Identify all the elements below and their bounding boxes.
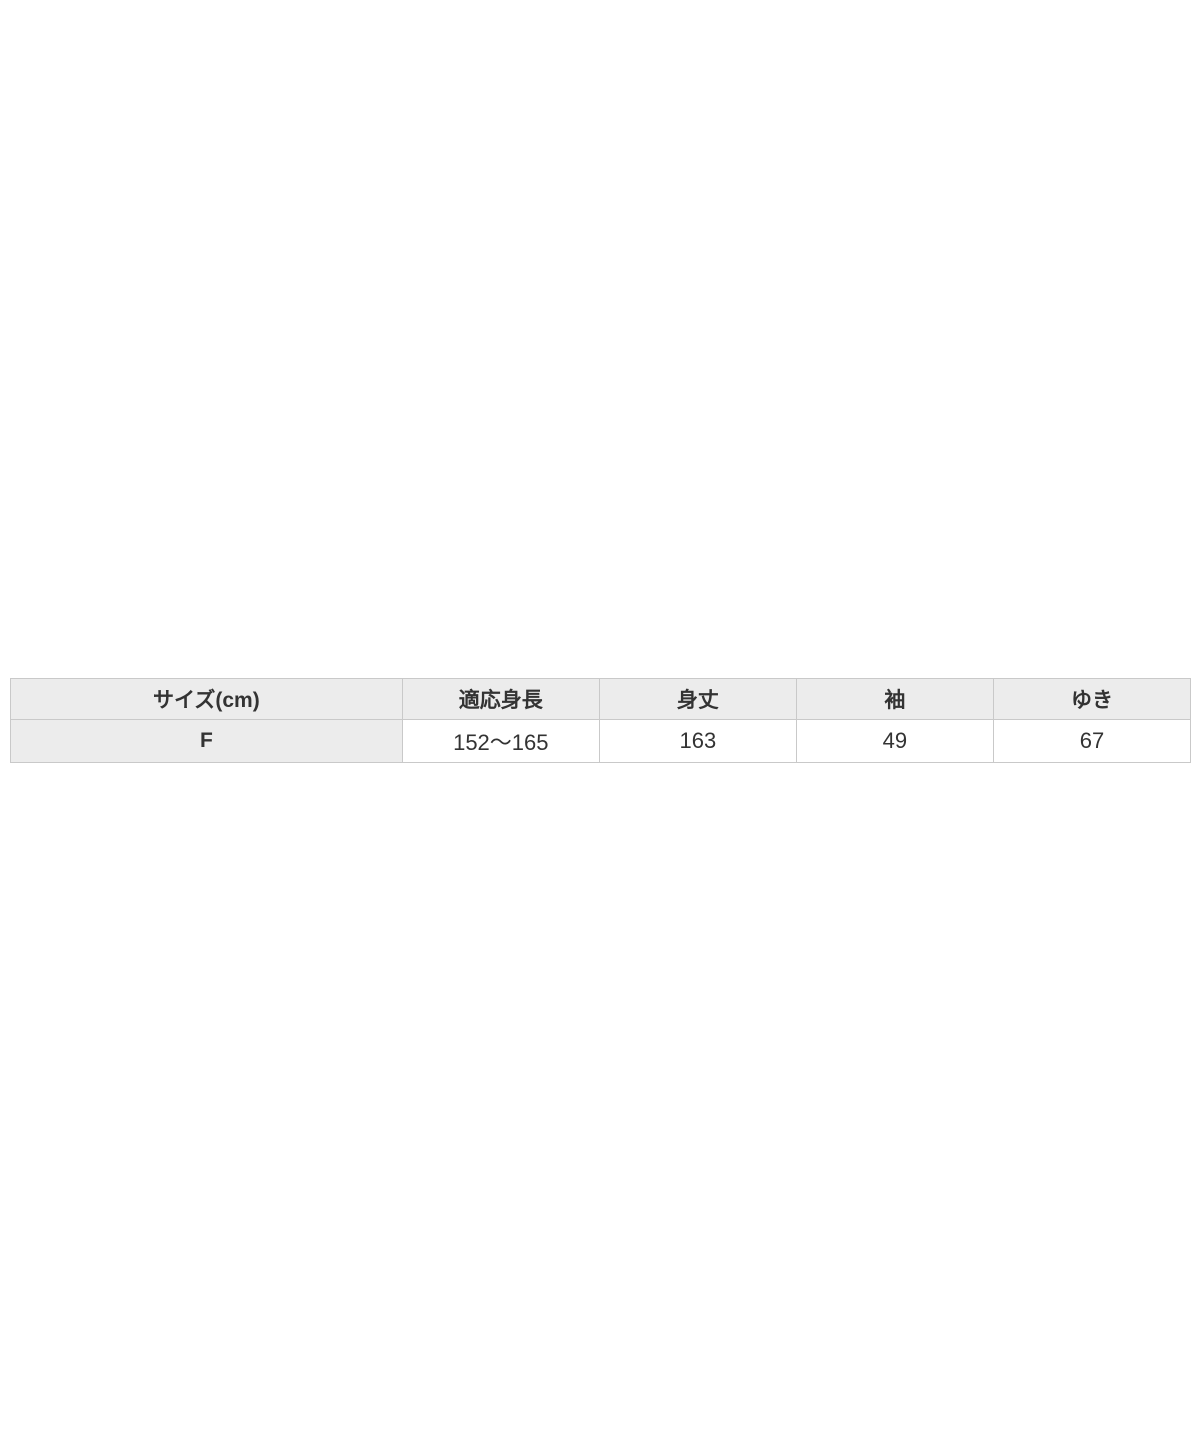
cell-body-length: 163	[598, 719, 797, 763]
size-chart-data-row-f: F 152～165 163 49 67	[10, 719, 1192, 763]
cell-size-f: F	[10, 719, 403, 763]
col-header-size-cm: サイズ(cm)	[10, 678, 403, 720]
col-header-sleeve: 袖	[795, 678, 994, 720]
cell-sleeve: 49	[795, 719, 994, 763]
col-header-yuki: ゆき	[992, 678, 1192, 720]
size-chart-header-row: サイズ(cm) 適応身長 身丈 袖 ゆき	[10, 678, 1192, 720]
col-header-height-range: 適応身長	[401, 678, 600, 720]
size-chart-table: サイズ(cm) 適応身長 身丈 袖 ゆき F 152～165 163 49 67	[10, 678, 1192, 763]
col-header-body-length: 身丈	[598, 678, 797, 720]
cell-yuki: 67	[992, 719, 1192, 763]
size-chart: サイズ(cm) 適応身長 身丈 袖 ゆき F 152～165 163 49 67	[10, 678, 1192, 763]
cell-height-range: 152～165	[401, 719, 600, 763]
